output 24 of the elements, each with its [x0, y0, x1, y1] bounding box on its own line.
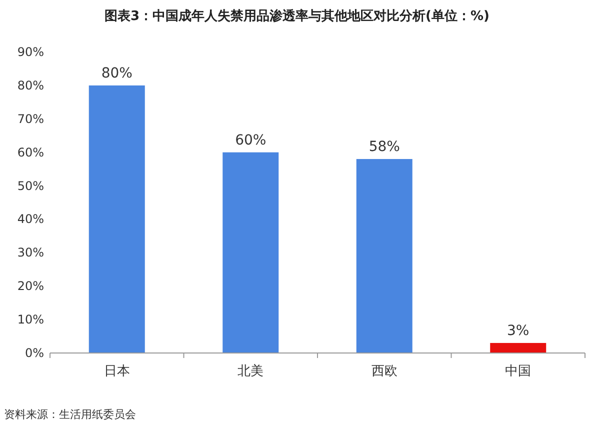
y-tick-label: 50%: [17, 178, 44, 193]
data-label: 3%: [507, 322, 530, 339]
text: 资料来源：生活用纸委员会: [4, 408, 136, 421]
x-tick-label: 北美: [238, 363, 264, 379]
y-tick-label: 20%: [17, 279, 44, 294]
x-tick-label: 西欧: [371, 364, 398, 379]
chart-title: 图表3：中国成年人失禁用品渗透率与其他地区对比分析(单位：%): [104, 8, 490, 24]
data-label: 80%: [101, 65, 132, 82]
y-tick-label: 10%: [17, 312, 44, 327]
data-label: 58%: [368, 139, 400, 156]
y-tick-label: 40%: [17, 212, 44, 226]
bar: [88, 85, 145, 353]
bar: [490, 342, 546, 353]
y-tick-label: 90%: [17, 45, 44, 59]
y-tick-label: 80%: [17, 78, 44, 92]
y-tick-label: 30%: [17, 246, 44, 260]
y-tick-label: 60%: [17, 145, 44, 160]
bar: [222, 152, 279, 353]
x-tick-label: 中国: [505, 364, 532, 379]
y-tick-label: 70%: [17, 112, 44, 126]
y-tick-label: 0%: [24, 346, 44, 360]
data-label: 60%: [235, 132, 266, 148]
x-tick-label: 日本: [104, 364, 130, 379]
bar: [356, 159, 412, 353]
